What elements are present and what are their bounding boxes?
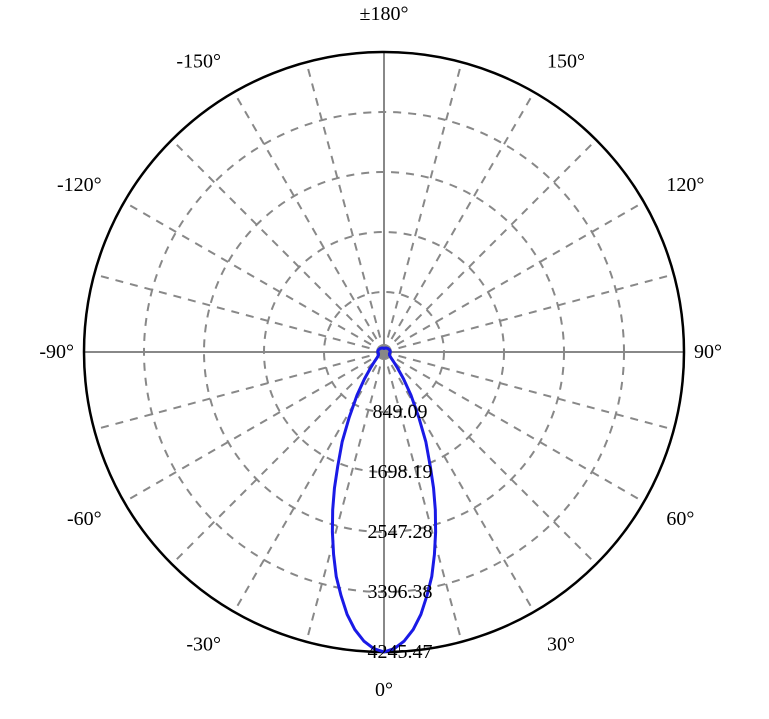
angle-label: -30°	[186, 633, 221, 655]
radial-label: 4245.47	[368, 641, 433, 663]
angle-label: -120°	[57, 174, 102, 196]
angle-label: 120°	[666, 174, 704, 196]
radial-label: 3396.38	[368, 581, 433, 603]
angle-label: -90°	[39, 341, 74, 363]
angle-label: 30°	[547, 633, 575, 655]
angle-label: 150°	[547, 51, 585, 73]
angle-label: ±180°	[360, 3, 409, 25]
polar-chart-svg: 849.09 1698.19 2547.28 3396.38 4245.47 ±180° -…	[0, 0, 769, 719]
angle-label: -60°	[67, 508, 102, 530]
angle-label: 60°	[666, 508, 694, 530]
radial-label: 2547.28	[368, 521, 433, 543]
radial-label: 849.09	[373, 401, 428, 423]
radial-label: 1698.19	[368, 461, 433, 483]
polar-chart: 849.09 1698.19 2547.28 3396.38 4245.47 ±180° -…	[0, 0, 769, 719]
angle-label: -150°	[176, 51, 221, 73]
angle-label: 90°	[694, 341, 722, 363]
angle-label: 0°	[375, 679, 393, 701]
